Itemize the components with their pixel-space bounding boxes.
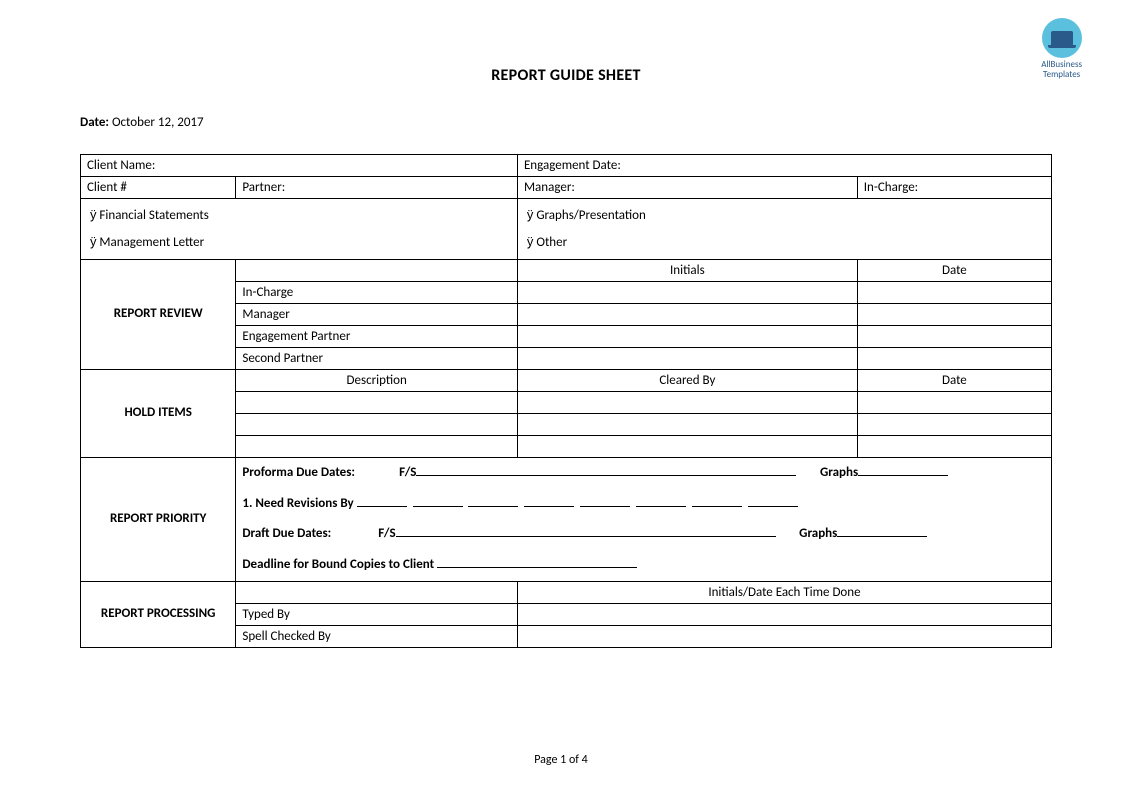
check-right-cell: ÿ Graphs/Presentation ÿ Other (517, 199, 1051, 260)
processing-blank-hdr (236, 581, 518, 603)
review-row-engpartner: Engagement Partner (236, 326, 518, 348)
hold-date-2 (857, 436, 1051, 458)
hold-desc-2 (236, 436, 518, 458)
processing-row-spell: Spell Checked By (236, 625, 518, 647)
review-row-manager: Manager (236, 304, 518, 326)
draft-fs-blank (396, 536, 776, 537)
revisions-label: 1. Need Revisions By (242, 496, 353, 511)
page-title: REPORT GUIDE SHEET (80, 66, 1052, 85)
hold-date-0 (857, 392, 1051, 414)
hold-desc-hdr: Description (236, 370, 518, 392)
hold-cleared-1 (517, 414, 857, 436)
rev-blank (413, 506, 463, 507)
hold-date-1 (857, 414, 1051, 436)
rev-blank (468, 506, 518, 507)
review-date-3 (857, 348, 1051, 370)
graphs-label-1: Graphs (820, 465, 858, 480)
review-initials-0 (517, 282, 857, 304)
fs-label-1: F/S (399, 465, 416, 480)
check-graphs: Graphs/Presentation (536, 208, 646, 223)
proforma-fs-blank (416, 475, 796, 476)
bullet-icon: ÿ (90, 207, 97, 222)
processing-row-typed: Typed By (236, 603, 518, 625)
hold-desc-1 (236, 414, 518, 436)
processing-val-1 (517, 625, 1051, 647)
review-section-text: REPORT REVIEW (114, 306, 203, 321)
hold-cleared-hdr: Cleared By (517, 370, 857, 392)
logo-text-2: Templates (1041, 70, 1082, 80)
partner-cell: Partner: (236, 177, 518, 199)
hold-cleared-2 (517, 436, 857, 458)
priority-body: Proforma Due Dates: F/S Graphs 1. Need R… (236, 458, 1052, 582)
hold-date-hdr: Date (857, 370, 1051, 392)
report-table: Client Name: Engagement Date: Client # P… (80, 154, 1052, 648)
rev-blank (636, 506, 686, 507)
draft-graphs-blank (837, 536, 927, 537)
logo-badge: AllBusiness Templates (1041, 18, 1082, 80)
review-date-2 (857, 326, 1051, 348)
client-num-cell: Client # (81, 177, 236, 199)
review-initials-hdr: Initials (517, 260, 857, 282)
logo-circle (1042, 18, 1082, 58)
review-row-incharge: In-Charge (236, 282, 518, 304)
proforma-graphs-blank (858, 475, 948, 476)
review-row-secondpartner: Second Partner (236, 348, 518, 370)
review-blank-hdr (236, 260, 518, 282)
check-other: Other (536, 235, 567, 250)
processing-col-hdr: Initials/Date Each Time Done (517, 581, 1051, 603)
hold-cleared-0 (517, 392, 857, 414)
review-initials-1 (517, 304, 857, 326)
check-left-cell: ÿ Financial Statements ÿ Management Lett… (81, 199, 518, 260)
review-section-label: REPORT REVIEW (81, 260, 236, 370)
review-initials-2 (517, 326, 857, 348)
processing-section-label: REPORT PROCESSING (81, 581, 236, 647)
graphs-label-2: Graphs (799, 526, 837, 541)
rev-blank (580, 506, 630, 507)
fs-label-2: F/S (378, 526, 395, 541)
check-mgmt: Management Letter (99, 235, 204, 250)
deadline-blank (437, 567, 637, 568)
engagement-date-cell: Engagement Date: (517, 155, 1051, 177)
check-fin: Financial Statements (99, 208, 208, 223)
hold-section-label: HOLD ITEMS (81, 370, 236, 458)
rev-blank (357, 506, 407, 507)
laptop-icon (1051, 31, 1073, 45)
priority-section-label: REPORT PRIORITY (81, 458, 236, 582)
bullet-icon: ÿ (527, 207, 534, 222)
bullet-icon: ÿ (90, 234, 97, 249)
review-date-hdr: Date (857, 260, 1051, 282)
deadline-label: Deadline for Bound Copies to Client (242, 557, 434, 572)
rev-blank (748, 506, 798, 507)
in-charge-cell: In-Charge: (857, 177, 1051, 199)
draft-label: Draft Due Dates: (242, 526, 331, 541)
review-initials-3 (517, 348, 857, 370)
hold-desc-0 (236, 392, 518, 414)
proforma-label: Proforma Due Dates: (242, 465, 355, 480)
review-date-1 (857, 304, 1051, 326)
manager-cell: Manager: (517, 177, 857, 199)
review-date-0 (857, 282, 1051, 304)
date-label: Date: (80, 115, 109, 130)
rev-blank (692, 506, 742, 507)
rev-blank (524, 506, 574, 507)
date-line: Date: October 12, 2017 (80, 115, 1052, 130)
page-footer: Page 1 of 4 (0, 753, 1122, 767)
bullet-icon: ÿ (527, 234, 534, 249)
client-name-cell: Client Name: (81, 155, 518, 177)
date-value: October 12, 2017 (112, 115, 204, 130)
processing-val-0 (517, 603, 1051, 625)
